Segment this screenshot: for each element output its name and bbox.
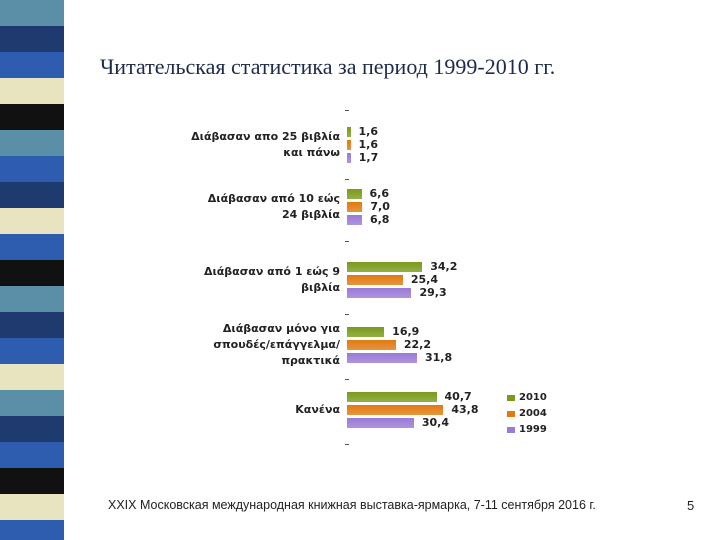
- value-label: 16,9: [392, 325, 420, 338]
- value-label: 6,6: [369, 187, 390, 200]
- decor-square: [0, 442, 64, 468]
- bar: [347, 202, 363, 212]
- value-label: 29,3: [419, 286, 447, 299]
- bar: [347, 353, 417, 363]
- category-label: Διάβασαν απο 25 βιβλία και πάνω: [191, 130, 340, 159]
- decor-square: [0, 416, 64, 442]
- value-label: 1,6: [358, 138, 379, 151]
- value-label: 34,2: [430, 260, 458, 273]
- decor-square: [0, 260, 64, 286]
- legend-swatch: [507, 411, 515, 417]
- decor-square: [0, 312, 64, 338]
- footer: XXIX Московская международная книжная вы…: [108, 498, 596, 512]
- chart-title: Читательская статистика за период 1999-2…: [100, 54, 556, 79]
- value-label: 25,4: [410, 273, 439, 286]
- decor-square: [0, 390, 64, 416]
- bar: [347, 405, 444, 415]
- decor-square: [0, 234, 64, 260]
- decor-square: [0, 52, 64, 78]
- decor-square: [0, 286, 64, 312]
- axis-tick: [345, 179, 349, 180]
- decor-square: [0, 208, 64, 234]
- bar: [347, 189, 362, 199]
- decor-square: [0, 494, 64, 520]
- value-label: 1,7: [358, 151, 379, 164]
- value-label: 1,6: [358, 125, 379, 138]
- legend-label: 1999: [519, 424, 547, 435]
- page-number: 5: [687, 498, 695, 513]
- decor-square: [0, 26, 64, 52]
- decor-square: [0, 338, 64, 364]
- decor-line: [6, 181, 36, 182]
- category-label: Διάβασαν μόνο για σπουδές/επάγγελμα/ πρα…: [213, 322, 340, 367]
- axis-tick: [345, 110, 349, 111]
- legend-label: 2010: [519, 392, 547, 403]
- legend-swatch: [507, 395, 515, 401]
- category-label: Διάβασαν από 10 εώς 24 βιβλία: [207, 192, 340, 221]
- value-label: 7,0: [370, 200, 390, 213]
- value-label: 22,2: [403, 338, 431, 351]
- bar: [347, 140, 351, 150]
- bar: [347, 127, 351, 137]
- value-label: 43,8: [451, 403, 479, 416]
- bar: [347, 215, 362, 225]
- decor-square: [0, 182, 64, 208]
- axis-tick: [345, 241, 349, 242]
- decor-square: [0, 104, 64, 130]
- value-label: 6,8: [369, 213, 390, 226]
- axis-tick: [345, 379, 349, 380]
- axis-tick: [345, 444, 349, 445]
- axis-tick: [345, 314, 349, 315]
- value-label: 40,7: [444, 390, 472, 403]
- value-label: 31,8: [424, 351, 453, 364]
- decor-square: [0, 130, 64, 156]
- bar: [347, 418, 414, 428]
- decor-square: [0, 364, 64, 390]
- bar: [347, 275, 403, 285]
- bar: [347, 288, 412, 298]
- bar: [347, 392, 437, 402]
- decor-square: [0, 468, 64, 494]
- bar: [347, 262, 423, 272]
- value-label: 30,4: [421, 416, 450, 429]
- legend-label: 2004: [519, 408, 547, 419]
- category-label: Κανένα: [295, 403, 340, 416]
- decor-square: [0, 78, 64, 104]
- category-label: Διάβασαν από 1 εώς 9 βιβλία: [203, 265, 340, 294]
- decor-square: [0, 520, 64, 540]
- bar: [347, 153, 351, 163]
- decor-square: [0, 156, 64, 182]
- decor-square: [0, 0, 64, 26]
- legend-swatch: [507, 427, 515, 433]
- bar: [347, 327, 385, 337]
- bar: [347, 340, 396, 350]
